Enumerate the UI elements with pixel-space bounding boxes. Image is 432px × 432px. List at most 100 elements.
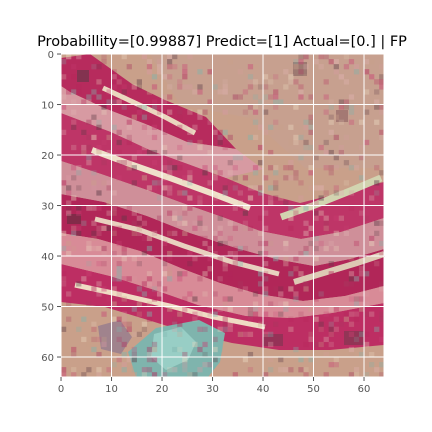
- image-pixel: [263, 276, 269, 282]
- image-pixel: [177, 220, 183, 226]
- image-pixel: [111, 276, 117, 282]
- image-pixel: [358, 119, 365, 125]
- image-pixel: [217, 94, 223, 100]
- image-pixel: [338, 99, 344, 105]
- image-pixel: [126, 165, 132, 171]
- image-pixel: [172, 321, 178, 327]
- image-pixel: [293, 64, 299, 70]
- image-pixel: [323, 109, 329, 115]
- image-pixel: [172, 367, 178, 373]
- image-pixel: [172, 326, 178, 332]
- image-pixel: [86, 94, 92, 100]
- image-pixel: [293, 124, 299, 130]
- image-pixel: [273, 119, 279, 125]
- image-pixel: [81, 144, 87, 151]
- image-pixel: [237, 205, 243, 211]
- image-pixel: [101, 245, 107, 252]
- image-pixel: [151, 84, 158, 90]
- image-pixel: [212, 195, 218, 201]
- image-pixel: [308, 124, 314, 130]
- image-pixel: [222, 296, 228, 302]
- image-pixel: [101, 160, 107, 166]
- image-pixel: [232, 205, 238, 211]
- image-pixel: [273, 311, 279, 317]
- image-pixel: [328, 165, 334, 171]
- image-pixel: [187, 129, 193, 135]
- image-pixel: [192, 220, 198, 226]
- image-pixel: [167, 109, 173, 115]
- image-pixel: [242, 225, 249, 231]
- image-pixel: [212, 336, 218, 343]
- image-pixel: [141, 175, 148, 181]
- x-tick-label: 40: [257, 384, 270, 395]
- image-pixel: [141, 54, 148, 60]
- image-pixel: [343, 230, 350, 236]
- image-pixel: [328, 240, 334, 247]
- image-pixel: [379, 104, 385, 110]
- image-pixel: [202, 326, 208, 332]
- image-pixel: [131, 351, 137, 358]
- image-pixel: [318, 341, 324, 348]
- image-pixel: [293, 210, 299, 216]
- image-pixel: [197, 220, 203, 226]
- image-pixel: [96, 94, 102, 100]
- image-pixel: [167, 59, 173, 65]
- image-pixel: [273, 185, 279, 191]
- image-pixel: [116, 139, 122, 146]
- image-pixel: [212, 311, 218, 317]
- image-pixel: [288, 326, 294, 332]
- y-tick-label: 30: [41, 202, 54, 213]
- image-pixel: [187, 250, 193, 257]
- image-pixel: [167, 250, 173, 257]
- image-pixel: [177, 144, 183, 151]
- image-pixel: [106, 180, 112, 186]
- image-pixel: [222, 89, 228, 95]
- image-pixel: [348, 119, 355, 125]
- image-pixel: [182, 220, 188, 226]
- image-pixel: [318, 240, 324, 247]
- image-pixel: [156, 180, 163, 186]
- image-pixel: [126, 124, 132, 130]
- image-pixel: [343, 54, 350, 60]
- image-pixel: [283, 165, 289, 171]
- image-pixel: [374, 190, 380, 196]
- image-pixel: [197, 89, 203, 95]
- image-pixel: [202, 291, 208, 297]
- image-pixel: [222, 79, 228, 85]
- image-pixel: [348, 155, 355, 161]
- image-pixel: [328, 129, 334, 135]
- image-pixel: [288, 124, 294, 130]
- image-pixel: [252, 64, 259, 70]
- image-pixel: [379, 372, 385, 378]
- image-pixel: [182, 124, 188, 130]
- image-pixel: [197, 346, 203, 353]
- image-pixel: [369, 195, 375, 201]
- image-pixel: [71, 165, 77, 171]
- image-pixel: [86, 301, 92, 307]
- image-pixel: [66, 250, 72, 257]
- image-pixel: [202, 170, 208, 176]
- image-pixel: [136, 261, 142, 267]
- image-pixel: [288, 367, 294, 373]
- image-pixel: [91, 134, 97, 141]
- image-pixel: [353, 336, 360, 343]
- image-pixel: [162, 165, 168, 171]
- image-pixel: [76, 225, 82, 231]
- image-pixel: [268, 124, 274, 130]
- x-tick-label: 30: [206, 384, 219, 395]
- image-pixel: [374, 230, 380, 236]
- image-pixel: [379, 311, 385, 317]
- image-pixel: [167, 94, 173, 100]
- image-pixel: [237, 94, 243, 100]
- image-pixel: [268, 341, 274, 348]
- image-pixel: [177, 79, 183, 85]
- image-pixel: [91, 185, 97, 191]
- image-pixel: [242, 175, 249, 181]
- image-pixel: [263, 331, 269, 337]
- image-pixel: [328, 149, 334, 156]
- image-pixel: [182, 357, 188, 363]
- image-pixel: [293, 59, 299, 65]
- image-pixel: [136, 215, 142, 221]
- image-pixel: [66, 89, 72, 95]
- image-pixel: [96, 225, 102, 231]
